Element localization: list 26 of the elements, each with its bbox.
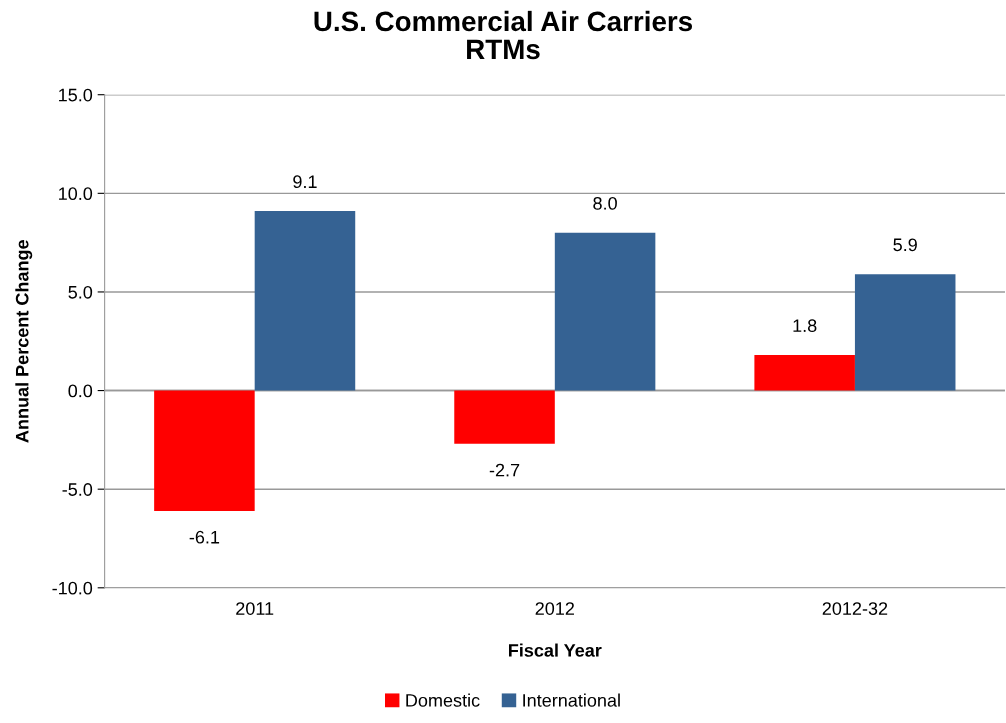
y-tick-label: 15.0 bbox=[59, 88, 93, 102]
y-tick-label: 5.0 bbox=[68, 285, 93, 299]
y-axis-title: Annual Percent Change bbox=[15, 240, 33, 443]
bar bbox=[254, 211, 356, 391]
chart-title: U.S. Commercial Air Carriers RTMs bbox=[314, 10, 693, 60]
y-tick-label: -5.0 bbox=[62, 483, 93, 496]
bar bbox=[754, 355, 855, 391]
bar bbox=[854, 274, 956, 391]
legend-label: International bbox=[523, 693, 620, 707]
data-label: -6.1 bbox=[189, 530, 220, 544]
bar bbox=[154, 390, 255, 511]
x-tick-label: 2011 bbox=[236, 602, 274, 615]
data-label: 8.0 bbox=[593, 196, 617, 210]
bar bbox=[554, 232, 656, 391]
x-tick-label: 2012 bbox=[535, 602, 574, 615]
x-tick-label: 2012-32 bbox=[822, 602, 888, 615]
y-tick-label: -10.0 bbox=[52, 581, 93, 595]
bar bbox=[454, 390, 555, 444]
x-axis-title: Fiscal Year bbox=[509, 643, 602, 657]
data-label: 5.9 bbox=[893, 238, 917, 252]
y-tick-label: 10.0 bbox=[59, 187, 93, 201]
data-label: -2.7 bbox=[489, 463, 520, 477]
y-tick-label: 0.0 bbox=[68, 384, 93, 398]
data-label: 9.1 bbox=[293, 175, 317, 189]
legend-label: Domestic bbox=[406, 693, 480, 707]
data-label: 1.8 bbox=[793, 319, 817, 333]
